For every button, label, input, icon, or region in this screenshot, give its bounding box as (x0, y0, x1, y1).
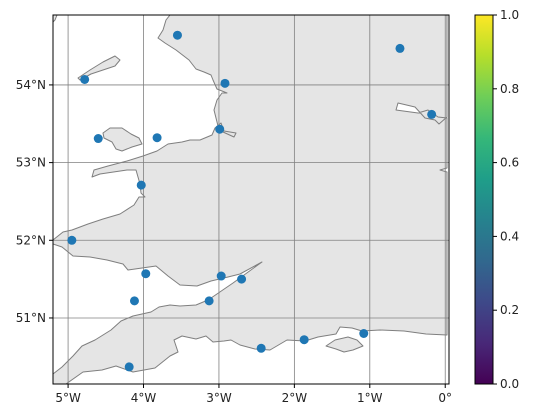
station-point (220, 78, 230, 88)
station-point (359, 329, 369, 339)
station-point (136, 180, 146, 190)
colorbar-tick-label: 0.2 (500, 303, 519, 317)
colorbar-tick-label: 1.0 (500, 8, 519, 22)
colorbar-tick-label: 0.6 (500, 156, 519, 170)
station-point (237, 274, 247, 284)
station-point (124, 362, 134, 372)
colorbar-gradient (475, 15, 493, 384)
land-isle-of-wight (325, 336, 364, 353)
station-point (172, 30, 182, 40)
scatter-points (67, 30, 437, 372)
x-tick-label: 5°W (55, 391, 81, 405)
colorbar-ticks: 0.0 0.2 0.4 0.6 0.8 1.0 (493, 8, 519, 391)
station-point (204, 296, 214, 306)
station-point (129, 296, 139, 306)
map-frame (52, 14, 450, 385)
x-tick-label: 0° (438, 391, 452, 405)
land-great-britain (53, 15, 448, 384)
x-tick-label: 4°W (131, 391, 157, 405)
station-point (80, 74, 90, 84)
y-axis-ticks: 51°N 52°N 53°N 54°N (16, 78, 53, 325)
y-tick-label: 52°N (16, 233, 46, 247)
map-panel: 5°W 4°W 3°W 2°W 1°W 0° 51°N 52°N 53°N 54°N (16, 14, 452, 405)
y-tick-label: 54°N (16, 78, 46, 92)
station-point (152, 133, 162, 143)
station-point (93, 134, 103, 144)
y-tick-label: 51°N (16, 311, 46, 325)
station-point (427, 109, 437, 119)
land-layer (53, 15, 448, 384)
land-irish-coast-fragment (53, 15, 58, 23)
station-point (67, 235, 77, 245)
station-point (216, 271, 226, 281)
x-tick-label: 2°W (282, 391, 308, 405)
x-axis-ticks: 5°W 4°W 3°W 2°W 1°W 0° (55, 384, 452, 405)
x-tick-label: 1°W (357, 391, 383, 405)
colorbar-tick-label: 0.8 (500, 82, 519, 96)
colorbar: 0.0 0.2 0.4 0.6 0.8 1.0 (474, 8, 519, 391)
station-point (395, 43, 405, 53)
y-tick-label: 53°N (16, 156, 46, 170)
station-point (215, 124, 225, 134)
gridlines (53, 15, 449, 384)
colorbar-tick-label: 0.4 (500, 229, 519, 243)
station-point (141, 269, 151, 279)
x-tick-label: 3°W (206, 391, 232, 405)
station-point (256, 343, 266, 353)
colorbar-tick-label: 0.0 (500, 377, 519, 391)
colorbar-frame (474, 14, 494, 385)
station-point (299, 335, 309, 345)
land-anglesey (102, 127, 143, 152)
